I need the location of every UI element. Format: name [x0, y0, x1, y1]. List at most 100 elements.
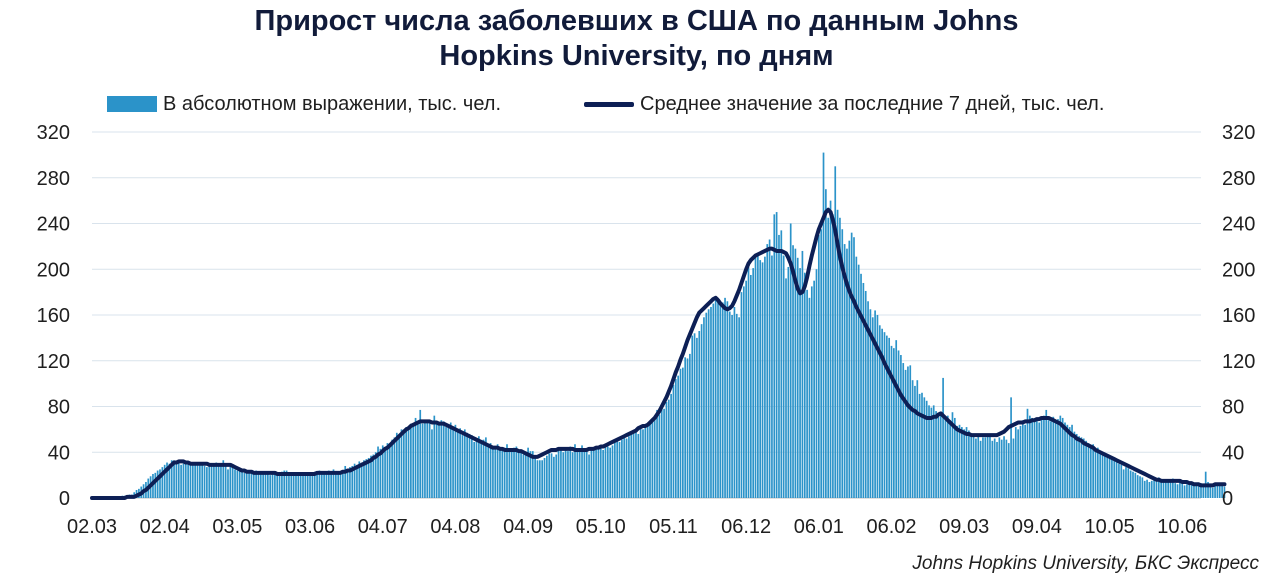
bar-day-216: [597, 448, 600, 498]
bar-day-183: [520, 449, 522, 498]
bar-day-66: [245, 472, 248, 498]
bar-day-335: [876, 315, 879, 498]
bar-day-110: [349, 467, 351, 498]
bar-day-424: [1085, 440, 1087, 498]
bar-day-178: [508, 451, 511, 498]
bar-day-217: [599, 447, 602, 498]
bar-day-393: [1012, 438, 1015, 498]
bar-day-121: [374, 452, 377, 498]
bar-day-69: [252, 473, 255, 498]
bar-day-185: [524, 452, 527, 498]
bar-day-395: [1017, 429, 1019, 499]
bar-day-134: [405, 427, 408, 498]
bar-day-39: [182, 463, 185, 498]
bar-day-199: [557, 449, 560, 498]
bar-day-409: [1050, 421, 1052, 498]
bar-day-106: [339, 472, 342, 498]
bar-day-361: [937, 416, 940, 498]
bar-day-344: [897, 350, 900, 498]
bar-day-213: [590, 448, 593, 498]
bar-day-282: [752, 268, 755, 498]
bar-day-93: [309, 473, 311, 498]
bar-day-250: [677, 375, 679, 498]
bar-day-416: [1066, 424, 1069, 498]
bar-day-314: [827, 217, 830, 498]
bar-day-442: [1127, 468, 1130, 498]
bar-day-408: [1047, 420, 1050, 498]
bar-day-304: [803, 272, 806, 498]
bar-day-198: [555, 454, 558, 498]
bar-day-245: [665, 401, 668, 498]
bar-day-381: [984, 437, 987, 498]
source-note: Johns Hopkins University, БКС Экспресс: [912, 553, 1259, 574]
bar-day-246: [667, 399, 670, 498]
bar-day-104: [335, 472, 337, 498]
bar-day-313: [825, 189, 827, 498]
bar-day-71: [257, 472, 260, 498]
bar-day-174: [499, 448, 501, 498]
bar-day-187: [529, 451, 532, 498]
bar-day-446: [1136, 475, 1139, 499]
bar-day-299: [792, 245, 794, 498]
bar-day-154: [452, 428, 454, 498]
bar-day-195: [548, 453, 551, 498]
bar-day-277: [740, 292, 743, 499]
bar-day-397: [1021, 420, 1024, 498]
bar-day-263: [707, 309, 710, 498]
bar-day-337: [881, 328, 883, 498]
bar-day-109: [346, 469, 349, 498]
bar-day-384: [991, 440, 994, 498]
bar-day-323: [848, 240, 851, 498]
bar-day-133: [402, 431, 405, 498]
y-tick-right-160: 160: [1222, 305, 1255, 327]
bar-day-51: [210, 464, 213, 498]
bar-day-186: [527, 447, 529, 498]
bar-day-28: [156, 470, 159, 498]
bar-day-98: [320, 472, 323, 498]
bar-day-345: [900, 355, 902, 498]
bar-day-103: [332, 469, 335, 498]
bar-day-454: [1155, 478, 1158, 498]
bar-day-82: [283, 470, 286, 498]
y-tick-left-320: 320: [37, 122, 70, 144]
bar-day-303: [801, 250, 804, 498]
bar-day-349: [909, 365, 912, 498]
bar-day-472: [1197, 484, 1200, 498]
bar-day-234: [639, 427, 642, 498]
bar-day-197: [553, 456, 555, 498]
bar-day-163: [473, 441, 476, 498]
bar-day-336: [878, 325, 881, 498]
bar-day-228: [625, 438, 628, 498]
bar-day-371: [961, 427, 963, 498]
bar-day-148: [438, 424, 440, 498]
bar-day-366: [949, 420, 951, 498]
bar-day-220: [606, 446, 609, 498]
bar-day-334: [874, 310, 876, 498]
bar-day-68: [250, 470, 253, 498]
x-tick-09.04: 09.04: [1012, 516, 1062, 538]
bar-day-149: [440, 420, 443, 498]
bar-day-67: [248, 472, 250, 498]
bar-day-167: [482, 439, 485, 498]
bar-day-396: [1019, 425, 1022, 498]
bar-day-89: [299, 472, 302, 498]
y-axis-left: 0 40 80 120 160 200 240 280 320: [37, 122, 70, 510]
bar-day-169: [487, 446, 490, 498]
bar-day-56: [222, 460, 225, 498]
bar-day-401: [1031, 417, 1034, 498]
chart-title: Прирост числа заболевших в США по данным…: [0, 4, 1273, 74]
bar-day-467: [1186, 484, 1188, 498]
bar-day-459: [1167, 480, 1170, 498]
bar-day-418: [1071, 424, 1073, 498]
bar-day-425: [1087, 443, 1090, 498]
bar-day-72: [259, 472, 262, 498]
bar-day-204: [569, 446, 572, 498]
bar-day-351: [914, 385, 916, 498]
bar-day-380: [982, 437, 984, 498]
bar-day-457: [1162, 481, 1165, 498]
bar-day-155: [454, 424, 457, 498]
bar-day-352: [916, 380, 919, 498]
bar-day-480: [1216, 483, 1219, 498]
bar-day-96: [316, 471, 318, 498]
bar-day-111: [351, 465, 354, 498]
